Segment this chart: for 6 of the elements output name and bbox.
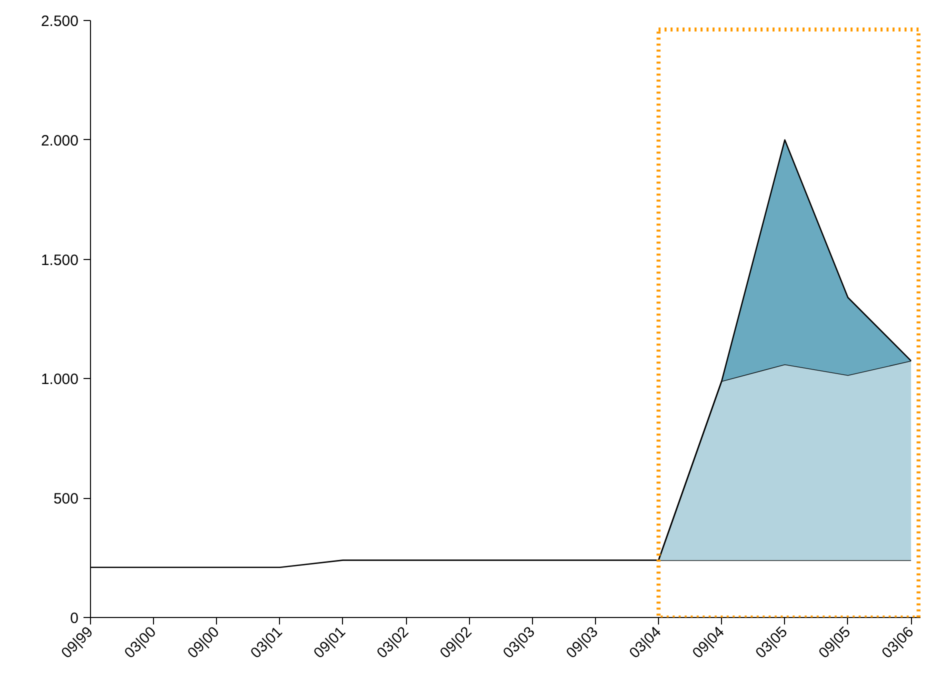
y-tick-label: 1.000 <box>40 371 79 388</box>
y-tick-label: 2.500 <box>40 13 79 30</box>
y-tick-label: 1.500 <box>40 252 79 269</box>
y-tick-label: 2.000 <box>40 132 79 150</box>
y-tick-label: 0 <box>70 610 78 627</box>
y-tick-label: 500 <box>53 490 79 508</box>
